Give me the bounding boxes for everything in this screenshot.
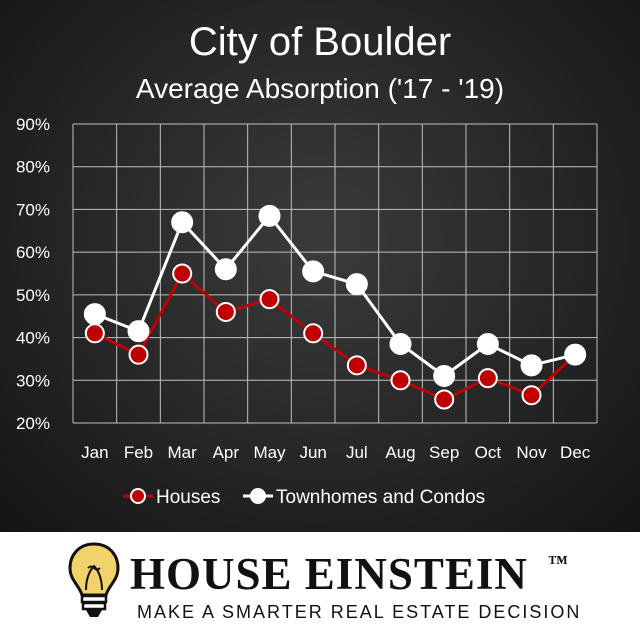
x-tick-label: Sep <box>429 443 459 462</box>
townhomes-point <box>171 211 194 234</box>
townhomes-point <box>214 258 237 281</box>
houses-point <box>259 289 280 310</box>
townhomes-point <box>83 303 106 326</box>
legend-houses-marker <box>130 488 146 504</box>
houses-point <box>346 355 367 376</box>
y-tick-label: 70% <box>16 200 50 219</box>
y-tick-label: 20% <box>16 414 50 433</box>
y-tick-label: 40% <box>16 329 50 348</box>
townhomes-point <box>258 204 281 227</box>
houses-point <box>303 323 324 344</box>
townhomes-point <box>127 320 150 343</box>
legend-houses-label: Houses <box>156 487 220 508</box>
x-tick-label: Jul <box>346 443 368 462</box>
chart-title: City of Boulder <box>188 20 452 64</box>
lightbulb-icon <box>68 542 120 617</box>
y-tick-label: 80% <box>16 158 50 177</box>
townhomes-point <box>433 365 456 388</box>
houses-point <box>477 368 498 389</box>
y-tick-label: 90% <box>16 115 50 134</box>
x-tick-label: Jan <box>81 443 108 462</box>
y-tick-label: 30% <box>16 371 50 390</box>
houses-point <box>390 370 411 391</box>
line-chart: 20% 30% 40% 50% 60% 70% 80% 90% Jan Feb Mar Apr May J… <box>16 115 598 508</box>
houses-point <box>172 263 193 284</box>
x-tick-label: Jun <box>299 443 326 462</box>
townhomes-point <box>345 273 368 296</box>
townhomes-point <box>520 354 543 377</box>
townhomes-point <box>564 343 587 366</box>
x-tick-label: Dec <box>560 443 591 462</box>
townhomes-point <box>476 332 499 355</box>
brand-name: HOUSE EINSTEIN <box>130 549 528 599</box>
x-tick-label: Oct <box>475 443 502 462</box>
houses-point <box>84 323 105 344</box>
x-tick-label: Mar <box>168 443 198 462</box>
x-tick-label: Apr <box>213 443 240 462</box>
townhomes-point <box>389 332 412 355</box>
houses-point <box>215 301 236 322</box>
x-tick-label: Nov <box>516 443 547 462</box>
townhomes-point <box>302 260 325 283</box>
brand-tagline: MAKE A SMARTER REAL ESTATE DECISION <box>137 602 582 622</box>
houses-point <box>434 389 455 410</box>
x-tick-label: Feb <box>124 443 153 462</box>
x-tick-label: Aug <box>385 443 415 462</box>
houses-point <box>128 344 149 365</box>
y-tick-label: 60% <box>16 243 50 262</box>
legend-townhomes-label: Townhomes and Condos <box>276 487 485 508</box>
legend-townhomes-marker <box>250 488 266 504</box>
chart-subtitle: Average Absorption ('17 - '19) <box>135 73 505 104</box>
trademark-symbol: ™ <box>548 552 568 574</box>
x-tick-label: May <box>253 443 286 462</box>
y-tick-label: 50% <box>16 286 50 305</box>
houses-point <box>521 385 542 406</box>
